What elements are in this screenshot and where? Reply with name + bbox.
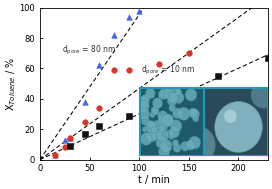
Point bbox=[67, 137, 72, 140]
Point bbox=[67, 144, 72, 147]
Point bbox=[112, 68, 116, 71]
Point bbox=[53, 153, 57, 156]
Point bbox=[137, 9, 141, 12]
Point bbox=[127, 68, 131, 71]
Point bbox=[266, 56, 270, 59]
Point bbox=[157, 62, 161, 65]
Point bbox=[82, 120, 87, 123]
Point bbox=[216, 74, 221, 77]
Point bbox=[67, 137, 72, 140]
Point bbox=[157, 111, 161, 114]
Point bbox=[53, 153, 57, 156]
Point bbox=[127, 114, 131, 117]
Point bbox=[127, 15, 131, 18]
Point bbox=[82, 132, 87, 135]
Point bbox=[186, 52, 191, 55]
Point bbox=[112, 33, 116, 36]
Point bbox=[63, 146, 67, 149]
Text: d$_{pore}$ = 80 nm: d$_{pore}$ = 80 nm bbox=[62, 44, 116, 57]
Point bbox=[97, 106, 101, 109]
Point bbox=[82, 100, 87, 103]
Point bbox=[186, 102, 191, 105]
Text: d$_{pore}$ = 10 nm: d$_{pore}$ = 10 nm bbox=[141, 63, 195, 77]
Text: d$_{pore}$ = 4 nm: d$_{pore}$ = 4 nm bbox=[208, 86, 258, 99]
Y-axis label: X$_{Toluene}$ / %: X$_{Toluene}$ / % bbox=[4, 56, 18, 111]
Point bbox=[63, 138, 67, 141]
Point bbox=[97, 64, 101, 67]
X-axis label: t / min: t / min bbox=[138, 175, 170, 185]
Point bbox=[97, 125, 101, 128]
